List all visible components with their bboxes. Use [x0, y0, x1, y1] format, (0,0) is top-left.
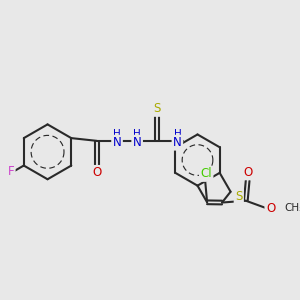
- Text: O: O: [243, 166, 252, 179]
- Text: S: S: [235, 190, 242, 203]
- Text: CH₃: CH₃: [285, 203, 300, 213]
- Text: H: H: [173, 128, 181, 139]
- Text: Cl: Cl: [200, 167, 212, 180]
- Text: H: H: [133, 128, 141, 139]
- Text: F: F: [8, 165, 14, 178]
- Text: N: N: [113, 136, 122, 149]
- Text: N: N: [133, 136, 142, 149]
- Text: H: H: [113, 128, 121, 139]
- Text: S: S: [154, 102, 161, 116]
- Text: O: O: [266, 202, 275, 214]
- Text: N: N: [173, 136, 182, 149]
- Text: O: O: [92, 167, 101, 179]
